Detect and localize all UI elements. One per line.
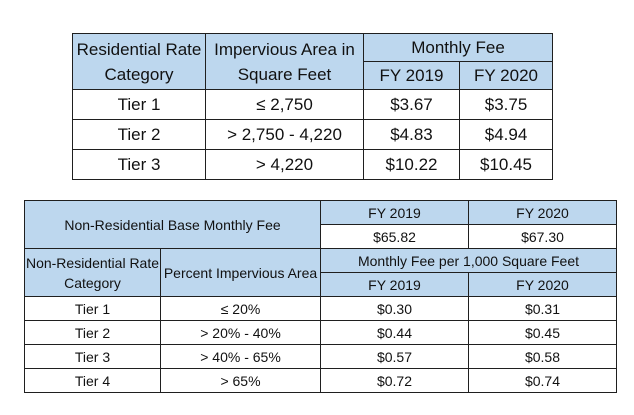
percent-cell: > 40% - 65% bbox=[160, 344, 321, 369]
table-row: Tier 3 > 4,220 $10.22 $10.45 bbox=[72, 149, 554, 180]
fy2020-cell: $3.75 bbox=[458, 89, 554, 120]
fy2019-cell: $0.57 bbox=[320, 344, 469, 369]
table-row: Tier 2 > 2,750 - 4,220 $4.83 $4.94 bbox=[72, 119, 554, 150]
base-fy2019-header: FY 2019 bbox=[320, 200, 469, 225]
base-fee-label: Non-Residential Base Monthly Fee bbox=[24, 200, 321, 249]
tier-cell: Tier 1 bbox=[24, 296, 161, 321]
fy2019-header: FY 2019 bbox=[320, 272, 469, 297]
fy2020-cell: $0.31 bbox=[468, 296, 617, 321]
percent-cell: > 65% bbox=[160, 368, 321, 393]
residential-rate-table: Residential Rate Category Impervious Are… bbox=[72, 33, 554, 180]
impervious-area-header: Impervious Area in Square Feet bbox=[205, 33, 364, 90]
fy2020-cell: $4.94 bbox=[458, 119, 554, 150]
fy2020-cell: $0.74 bbox=[468, 368, 617, 393]
fy2019-cell: $0.44 bbox=[320, 320, 469, 345]
fy2019-cell: $0.72 bbox=[320, 368, 469, 393]
base-fy2020-value: $67.30 bbox=[468, 224, 617, 249]
residential-category-header: Residential Rate Category bbox=[72, 33, 206, 90]
fy2020-cell: $0.45 bbox=[468, 320, 617, 345]
table-row: Tier 2 > 20% - 40% $0.44 $0.45 bbox=[24, 320, 617, 345]
tier-cell: Tier 2 bbox=[24, 320, 161, 345]
fy2019-header: FY 2019 bbox=[363, 61, 460, 90]
fy2020-header: FY 2020 bbox=[468, 272, 617, 297]
tier-cell: Tier 2 bbox=[72, 119, 206, 150]
table-row: Tier 4 > 65% $0.72 $0.74 bbox=[24, 368, 617, 393]
percent-cell: > 20% - 40% bbox=[160, 320, 321, 345]
fy2019-cell: $10.22 bbox=[363, 149, 460, 180]
base-fy2020-header: FY 2020 bbox=[468, 200, 617, 225]
area-cell: ≤ 2,750 bbox=[205, 89, 364, 120]
fy2020-cell: $10.45 bbox=[458, 149, 554, 180]
fy2020-header: FY 2020 bbox=[458, 61, 554, 90]
table-row: Tier 3 > 40% - 65% $0.57 $0.58 bbox=[24, 344, 617, 369]
fy2020-cell: $0.58 bbox=[468, 344, 617, 369]
base-fy2019-value: $65.82 bbox=[320, 224, 469, 249]
tier-cell: Tier 4 bbox=[24, 368, 161, 393]
area-cell: > 4,220 bbox=[205, 149, 364, 180]
percent-cell: ≤ 20% bbox=[160, 296, 321, 321]
table-row: Tier 1 ≤ 20% $0.30 $0.31 bbox=[24, 296, 617, 321]
nonresidential-category-header: Non-Residential Rate Category bbox=[24, 248, 161, 297]
tier-cell: Tier 3 bbox=[24, 344, 161, 369]
monthly-fee-header: Monthly Fee bbox=[362, 33, 554, 62]
table-row: Tier 1 ≤ 2,750 $3.67 $3.75 bbox=[72, 89, 554, 120]
fy2019-cell: $4.83 bbox=[363, 119, 460, 150]
fy2019-cell: $0.30 bbox=[320, 296, 469, 321]
fy2019-cell: $3.67 bbox=[363, 89, 460, 120]
percent-impervious-header: Percent Impervious Area bbox=[160, 248, 321, 297]
area-cell: > 2,750 - 4,220 bbox=[205, 119, 364, 150]
monthly-fee-per-1000-header: Monthly Fee per 1,000 Square Feet bbox=[320, 248, 617, 273]
tier-cell: Tier 1 bbox=[72, 89, 206, 120]
nonresidential-rate-table: Non-Residential Base Monthly Fee FY 2019… bbox=[24, 200, 617, 393]
tier-cell: Tier 3 bbox=[72, 149, 206, 180]
